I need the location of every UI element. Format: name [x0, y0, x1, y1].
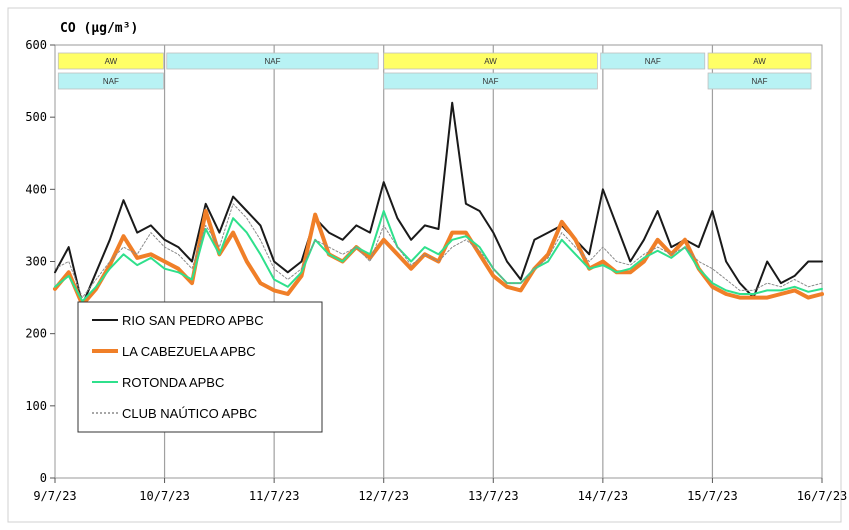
- series-line-3: [54, 203, 823, 299]
- event-band-label-6: AW: [753, 57, 766, 66]
- x-tick-label-7: 16/7/23: [797, 489, 848, 503]
- x-tick-label-2: 11/7/23: [249, 489, 300, 503]
- y-tick-label-0: 0: [40, 471, 47, 485]
- y-tick-label-5: 500: [25, 110, 47, 124]
- figure-border: [7, 7, 842, 523]
- y-tick-label-3: 300: [25, 255, 47, 269]
- legend-box: [77, 301, 323, 433]
- event-band-3: [383, 52, 598, 70]
- event-band-7: [707, 72, 812, 90]
- series-line-2: [54, 210, 823, 303]
- chart-title: CO (µg/m³): [60, 21, 138, 36]
- x-tick-label-1: 10/7/23: [139, 489, 190, 503]
- event-band-label-5: NAF: [645, 57, 661, 66]
- event-band-5: [600, 52, 706, 70]
- event-band-label-7: NAF: [752, 77, 768, 86]
- legend-label-1: LA CABEZUELA APBC: [122, 344, 256, 359]
- event-band-4: [383, 72, 598, 90]
- event-band-label-0: AW: [105, 57, 118, 66]
- chart-legend: RIO SAN PEDRO APBC LA CABEZUELA APBC ROTON…: [77, 301, 323, 433]
- y-tick-label-1: 100: [25, 399, 47, 413]
- series-line-1: [53, 209, 824, 307]
- event-band-1: [57, 72, 164, 90]
- x-tick-label-5: 14/7/23: [578, 489, 629, 503]
- legend-label-0: RIO SAN PEDRO APBC: [122, 313, 264, 328]
- event-band-0: [57, 52, 164, 70]
- x-tick-label-6: 15/7/23: [687, 489, 738, 503]
- event-band-6: [707, 52, 812, 70]
- series-line-0: [54, 101, 823, 306]
- y-tick-label-4: 400: [25, 182, 47, 196]
- legend-label-3: CLUB NAÚTICO APBC: [122, 406, 257, 421]
- x-tick-label-0: 9/7/23: [33, 489, 76, 503]
- event-band-label-2: NAF: [264, 57, 280, 66]
- event-band-label-3: AW: [484, 57, 497, 66]
- x-tick-label-3: 12/7/23: [358, 489, 409, 503]
- y-tick-label-6: 600: [25, 38, 47, 52]
- x-tick-label-4: 13/7/23: [468, 489, 519, 503]
- event-band-label-4: NAF: [483, 77, 499, 86]
- event-band-label-1: NAF: [103, 77, 119, 86]
- legend-label-2: ROTONDA APBC: [122, 375, 224, 390]
- y-tick-label-2: 200: [25, 327, 47, 341]
- event-band-2: [166, 52, 379, 70]
